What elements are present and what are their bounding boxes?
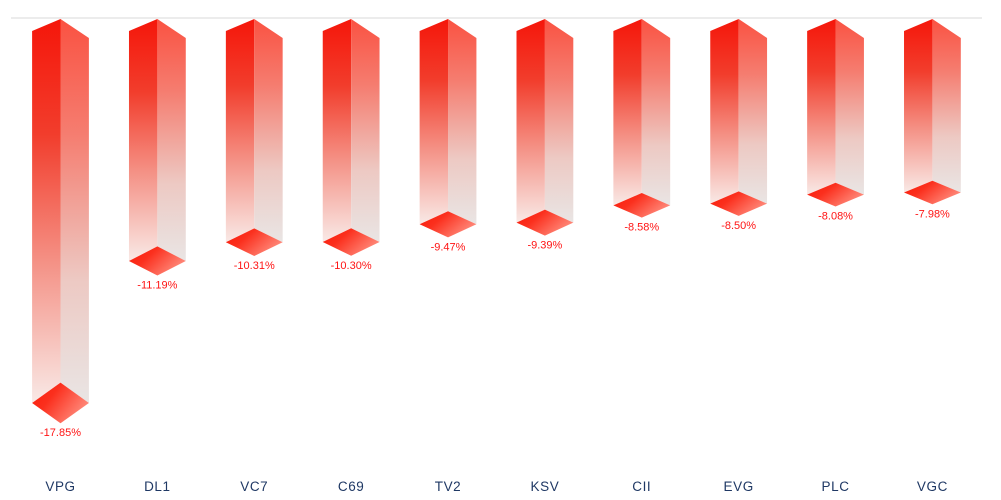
bar-left-face [225, 19, 255, 243]
bar-right-face [641, 19, 671, 206]
bar-bottom-cap [613, 193, 671, 218]
bar-group-C69[interactable]: -10.30% C69 [322, 19, 380, 494]
bar-bottom-cap [322, 228, 380, 256]
bar-right-face [448, 19, 477, 225]
bar-right-face [835, 19, 864, 195]
bar-category-label: DL1 [144, 479, 171, 494]
bar-group-EVG[interactable]: -8.50% EVG [710, 19, 768, 494]
bar-left-face [128, 19, 158, 261]
bar-value-label: -9.39% [527, 240, 562, 252]
bar-left-face [904, 19, 933, 193]
bar-value-label: -17.85% [40, 427, 81, 439]
bar-value-label: -10.31% [234, 260, 275, 272]
bar-category-label: CII [632, 479, 651, 494]
bar-category-label: C69 [338, 479, 365, 494]
bar-right-face [157, 19, 186, 261]
bar-group-CII[interactable]: -8.58% CII [613, 19, 671, 494]
bar-group-VPG[interactable]: -17.85% VPG [32, 19, 89, 494]
bar-right-face [60, 19, 89, 403]
bar-group-DL1[interactable]: -11.19% DL1 [128, 19, 186, 494]
bar-left-face [710, 19, 739, 204]
bar-right-face [254, 19, 283, 243]
bar-left-face [613, 19, 642, 206]
bar-group-KSV[interactable]: -9.39% KSV [516, 19, 574, 494]
bar-category-label: VGC [917, 479, 948, 494]
bar-bottom-cap [516, 209, 574, 236]
bar-bottom-cap [904, 180, 961, 205]
bar-bottom-cap [419, 211, 477, 238]
bar-group-VC7[interactable]: -10.31% VC7 [225, 19, 283, 494]
bar-bottom-cap [807, 182, 864, 207]
bar-value-label: -10.30% [331, 260, 372, 272]
bar-category-label: VPG [45, 479, 75, 494]
bar-bottom-cap [32, 382, 89, 424]
bar-category-label: KSV [530, 479, 559, 494]
bar-bottom-cap [225, 228, 283, 256]
bar-value-label: -8.08% [818, 211, 853, 223]
bar-bottom-cap [710, 191, 768, 216]
bar-value-label: -11.19% [137, 280, 177, 292]
bar-value-label: -8.50% [721, 220, 756, 232]
bar-left-face [419, 19, 449, 225]
bar-category-label: PLC [822, 479, 850, 494]
bar-category-label: EVG [724, 479, 754, 494]
bar-group-TV2[interactable]: -9.47% TV2 [419, 19, 477, 494]
bar-value-label: -8.58% [624, 222, 659, 234]
bar-category-label: TV2 [435, 479, 462, 494]
bar-left-face [807, 19, 836, 195]
bar-left-face [516, 19, 545, 223]
bar-right-face [351, 19, 380, 242]
bar-right-face [544, 19, 574, 223]
bar-bottom-cap [128, 246, 186, 276]
bar-right-face [932, 19, 961, 193]
bar-left-face [32, 19, 61, 403]
bar-right-face [738, 19, 768, 204]
bar-group-VGC[interactable]: -7.98% VGC [904, 19, 961, 494]
bar-value-label: -9.47% [431, 241, 466, 253]
bar-value-label: -7.98% [915, 208, 950, 220]
bar-group-PLC[interactable]: -8.08% PLC [807, 19, 864, 494]
bar-left-face [322, 19, 352, 242]
bar-category-label: VC7 [240, 479, 268, 494]
